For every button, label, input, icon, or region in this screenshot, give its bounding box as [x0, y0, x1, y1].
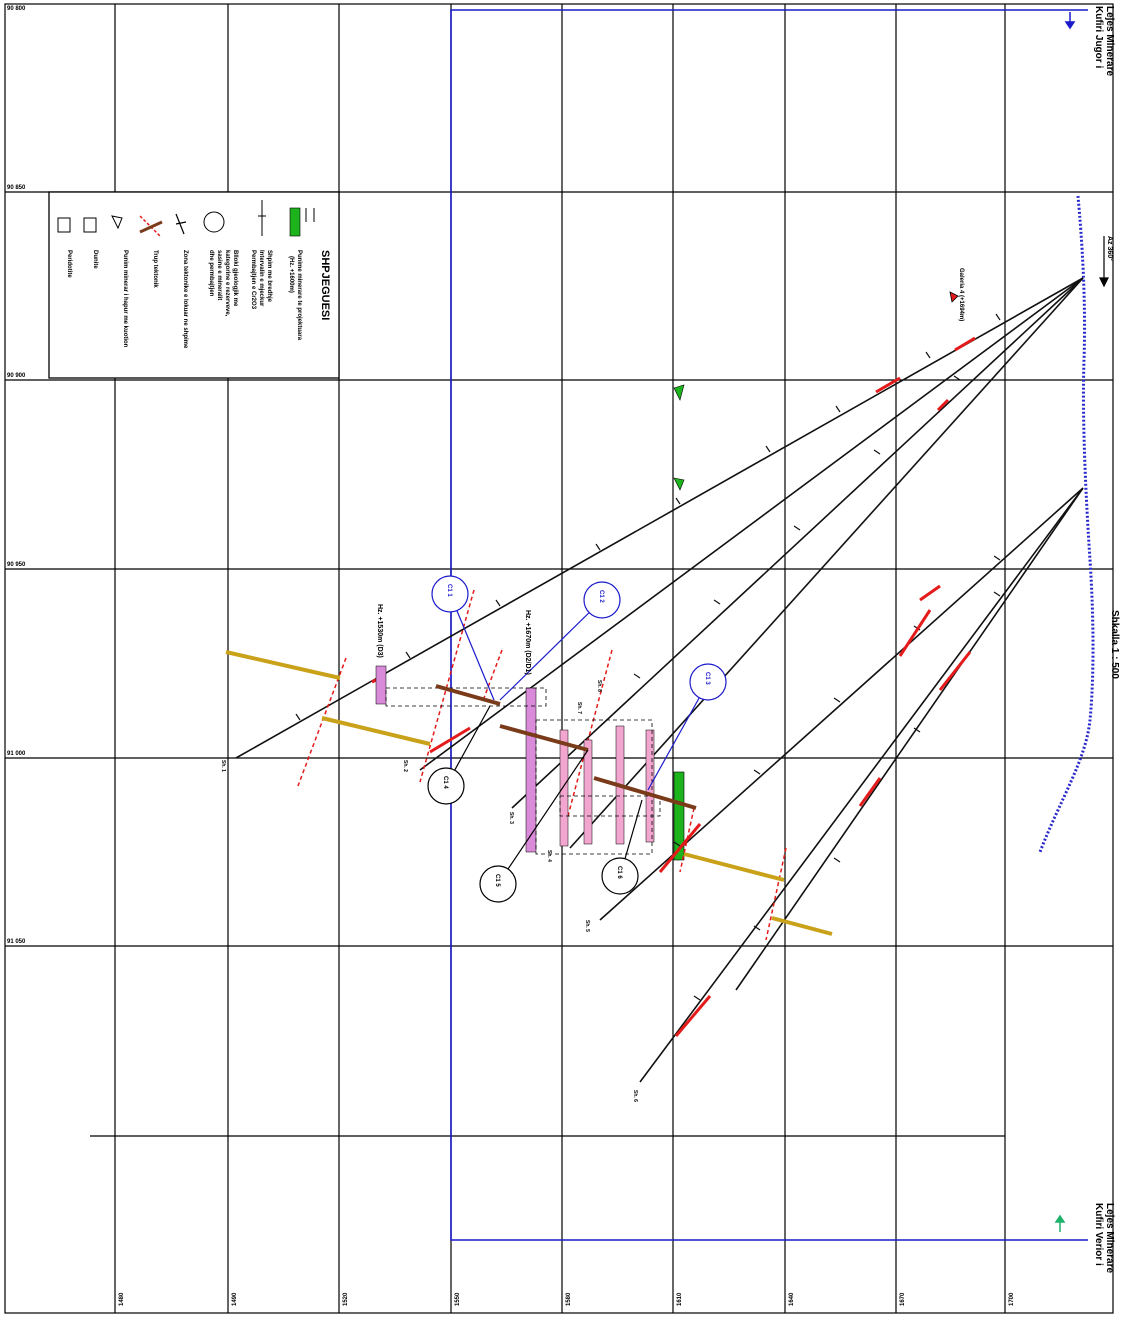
mineral-intervals	[371, 336, 976, 1037]
northing-label: 90 950	[7, 562, 26, 568]
fault-lines	[435, 684, 697, 810]
drill-hole	[735, 487, 1084, 991]
block-callout	[479, 865, 517, 903]
legend: SHPJEGUESI Punime minerare te projektuar…	[48, 191, 340, 379]
legend-item: dhe permbajtjen	[208, 250, 214, 297]
legend-drill-icon	[258, 200, 266, 236]
mine-works	[673, 384, 685, 861]
legend-item: Peridotite	[66, 250, 72, 278]
easting-label: 1640	[789, 1292, 795, 1306]
legend-works-icon	[289, 207, 301, 237]
legend-adit-icon	[111, 215, 123, 230]
block-callouts-blue	[431, 575, 727, 791]
easting-label: 1550	[455, 1292, 461, 1306]
legend-item: kategorine e rezerveve,	[224, 250, 230, 317]
block-callout	[601, 857, 639, 895]
drill-hole	[639, 487, 1084, 1083]
legend-fault-icon	[139, 215, 163, 237]
drill-hole	[419, 277, 1084, 771]
legend-item: sasine e mineralit	[216, 250, 222, 300]
block-label: C1 1	[446, 584, 452, 597]
grid-horizontal	[5, 191, 1113, 1137]
hole-label: Sh. 4	[546, 850, 552, 862]
legend-item: Dunite	[92, 250, 98, 269]
tectonic-zones	[297, 589, 787, 941]
galeria-adit-icon	[949, 291, 959, 303]
block-callout	[689, 663, 727, 701]
legend-item: Zona tektonike e lokuar ne shpime	[182, 250, 188, 349]
horizon-label: Hz. +1670m (D2/D1)	[524, 610, 531, 675]
block-label: C1 4	[442, 776, 448, 789]
legend-tectonic-icon	[175, 213, 187, 235]
northing-labels: 90 800 90 850 90 900 90 950 91 000 91 05…	[7, 6, 26, 945]
drill-ticks	[295, 313, 1001, 1001]
horizon-label: Hz. +1530m (D3)	[376, 604, 383, 658]
block-callout	[583, 581, 621, 619]
legend-item: (Hz. +1600m)	[288, 256, 294, 293]
map-frame	[4, 3, 1114, 1314]
northing-label: 91 000	[7, 751, 26, 757]
hole-label: Sh. 8	[596, 680, 602, 692]
legend-item: Shpim me bredhje	[266, 250, 272, 303]
block-label: C1 2	[598, 590, 604, 603]
legend-item: Blloki gjeologjik me	[232, 250, 238, 307]
northing-label: 91 050	[7, 939, 26, 945]
boundary-arrow-south	[1054, 1214, 1066, 1232]
legend-peridotite-icon	[57, 217, 71, 233]
hole-label: Sh. 3	[508, 812, 514, 824]
legend-item: Trup tektonik	[152, 250, 158, 288]
galeria-label: Galeria 4 (+1694m)	[958, 268, 964, 321]
block-callout-labels-black: C1 4 C1 5 C1 6	[442, 776, 622, 887]
scale-label: Shkalla 1 : 500	[1109, 610, 1120, 679]
north-boundary-label: Kufiri Jugor iLejes Minerare	[1093, 6, 1115, 76]
block-label: C1 5	[494, 874, 500, 887]
license-boundary	[450, 9, 1088, 1241]
legend-dunite-icon	[83, 217, 97, 233]
boundary-arrows	[1064, 12, 1076, 30]
hole-label: Sh. 6	[632, 1090, 638, 1102]
block-callout	[427, 767, 465, 805]
block-callout-labels-blue: C1 1 C1 2 C1 3	[446, 584, 710, 685]
block-label: C1 6	[616, 866, 622, 879]
azimuth-label: Az 360°	[1106, 236, 1114, 261]
easting-label: 1700	[1009, 1292, 1015, 1306]
legend-item: Punime minerare te projektuara	[296, 250, 302, 341]
drill-holes	[235, 277, 1084, 1083]
easting-labels: 1480 1490 1520 1550 1580 1610 1640 1670 …	[119, 1292, 1015, 1306]
block-callouts-black	[427, 705, 643, 903]
legend-item: Permbajtjen e Cr2O3	[250, 250, 256, 310]
easting-label: 1580	[566, 1292, 572, 1306]
legend-title: SHPJEGUESI	[319, 250, 331, 320]
block-callout	[431, 575, 469, 613]
northing-label: 90 800	[7, 6, 26, 12]
hole-label: Sh. 1	[220, 760, 226, 772]
legend-item: Punim minerar i hapur me kuotion	[122, 250, 128, 348]
drill-hole	[511, 277, 1084, 809]
hole-label: Sh. 2	[402, 760, 408, 772]
hole-label: Sh. 5	[584, 920, 590, 932]
easting-label: 1480	[119, 1292, 125, 1306]
block-outlines	[385, 687, 661, 855]
dikes	[225, 650, 833, 936]
easting-label: 1610	[677, 1292, 683, 1306]
easting-label: 1520	[343, 1292, 349, 1306]
northing-label: 90 900	[7, 373, 26, 379]
northing-label: 90 850	[7, 185, 26, 191]
block-label: C1 3	[704, 672, 710, 685]
drill-hole	[569, 277, 1084, 849]
hole-label: Sh. 7	[576, 702, 582, 714]
easting-label: 1490	[232, 1292, 238, 1306]
surface-trace	[1038, 195, 1095, 853]
south-boundary-label: Kufiri Verior iLejes Minerare	[1093, 1203, 1115, 1273]
azimuth-arrow-icon	[1099, 236, 1109, 288]
legend-block-icon	[203, 211, 225, 233]
hole-labels: Sh. 1 Sh. 2 Sh. 3 Sh. 4 Sh. 5 Sh. 6 Sh. …	[220, 680, 638, 1102]
legend-item: Intervalin e mjeckur	[258, 250, 264, 307]
easting-label: 1670	[900, 1292, 906, 1306]
ore-blocks	[375, 665, 655, 853]
